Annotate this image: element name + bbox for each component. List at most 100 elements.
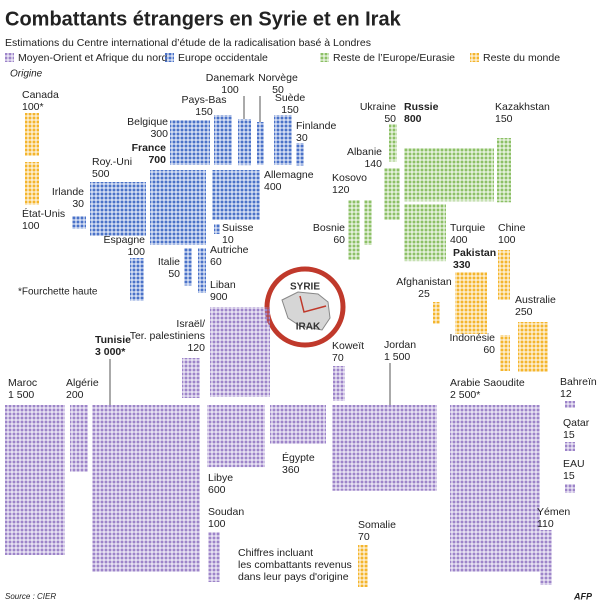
country-label: Irlande: [52, 186, 84, 198]
value-label: 150: [281, 104, 299, 116]
unit-block: [25, 162, 39, 205]
value-label: 800: [404, 113, 422, 125]
value-label: 15: [563, 429, 575, 441]
value-label: 10: [222, 234, 234, 246]
emblem-border: [299, 295, 327, 313]
unit-block: [404, 148, 494, 202]
country-label: France: [132, 142, 167, 154]
unit-block: [92, 405, 200, 572]
value-label: 120: [187, 342, 205, 354]
unit-block: [214, 115, 232, 165]
country-label: Canada: [22, 89, 59, 101]
country-label: Arabie Saoudite: [450, 377, 525, 389]
value-label: 140: [364, 158, 382, 170]
source: Source : CIER: [5, 592, 56, 601]
value-label: 700: [148, 154, 166, 166]
unit-block: [364, 200, 372, 245]
unit-block: [238, 119, 251, 166]
unit-block: [500, 335, 510, 371]
unit-block: [90, 182, 146, 236]
country-label: Bosnie: [313, 222, 345, 234]
unit-block: [257, 122, 264, 165]
value-label: 500: [92, 168, 110, 180]
value-label: 600: [208, 484, 226, 496]
value-label: 30: [296, 132, 308, 144]
value-label: 70: [358, 531, 370, 543]
country-label: Allemagne: [264, 169, 314, 181]
legend-swatch: [470, 53, 479, 62]
legend-swatch: [165, 53, 174, 62]
country-label: Espagne: [104, 234, 146, 246]
unit-block: [497, 138, 511, 203]
unit-block: [207, 405, 265, 468]
map-label: IRAK: [296, 322, 321, 333]
value-label: 110: [537, 518, 554, 530]
unit-block: [130, 258, 144, 301]
country-label: Libye: [208, 472, 233, 484]
value-label: 70: [332, 352, 344, 364]
value-label: 15: [563, 470, 575, 482]
unit-block: [450, 405, 540, 572]
chart-subtitle: Estimations du Centre international d’ét…: [5, 37, 371, 49]
country-label: Autriche: [210, 244, 249, 256]
unit-block: [565, 484, 575, 493]
unit-block: [498, 250, 510, 300]
country-label: Albanie: [347, 146, 382, 158]
unit-block: [332, 405, 437, 491]
unit-block: [358, 545, 368, 587]
country-label: Pakistan: [453, 247, 496, 259]
unit-block: [212, 170, 260, 220]
value-label: 120: [332, 184, 350, 196]
value-label: 150: [195, 106, 213, 118]
country-label: Afghanistan: [396, 276, 452, 288]
legend-swatch: [320, 53, 329, 62]
value-label: 100: [221, 84, 239, 96]
chart-title: Combattants étrangers en Syrie et en Ira…: [5, 8, 402, 30]
country-label: Chine: [498, 222, 526, 234]
country-label: Bahreïn: [560, 376, 597, 388]
unit-block: [170, 120, 210, 165]
unit-block: [214, 224, 220, 234]
country-label: Maroc: [8, 377, 37, 389]
unit-block: [25, 113, 39, 156]
credit: AFP: [573, 591, 593, 601]
unit-block: [274, 115, 292, 165]
unit-block: [348, 200, 360, 260]
value-label: 30: [72, 198, 84, 210]
value-label: 2 500*: [450, 389, 480, 401]
legend-swatch: [5, 53, 14, 62]
value-label: 100: [127, 246, 145, 258]
value-label: 1 500: [8, 389, 34, 401]
country-label: Pays-Bas: [182, 94, 227, 106]
country-label: Kosovo: [332, 172, 367, 184]
country-label: Yémen: [537, 506, 570, 518]
country-label: Somalie: [358, 519, 396, 531]
caption: Origine: [10, 69, 43, 80]
country-label: Suède: [275, 92, 306, 104]
country-label: Norvège: [258, 72, 298, 84]
country-label: Danemark: [206, 72, 255, 84]
value-label: 60: [483, 344, 495, 356]
value-label: 100*: [22, 101, 44, 113]
country-label: Roy.-Uni: [92, 156, 132, 168]
value-label: 100: [498, 234, 516, 246]
country-label: Jordan: [384, 339, 416, 351]
country-label: Turquie: [450, 222, 485, 234]
legend-label: Moyen-Orient et Afrique du nord: [18, 52, 168, 64]
unit-block: [182, 358, 200, 398]
map-emblem: SYRIE IRAK: [264, 266, 346, 348]
unit-block: [389, 124, 397, 162]
unit-block: [70, 405, 88, 472]
unit-block: [433, 302, 440, 324]
country-label: Belgique: [127, 116, 168, 128]
country-label: État-Unis: [22, 207, 65, 220]
unit-block: [333, 366, 345, 401]
value-label: 60: [333, 234, 345, 246]
country-label: Suisse: [222, 222, 254, 234]
value-label: 12: [560, 388, 572, 400]
country-label: Israël/: [176, 318, 205, 330]
country-label: Ter. palestiniens: [130, 330, 205, 342]
footnote: les combattants revenus: [238, 559, 352, 571]
unit-block: [210, 307, 270, 397]
